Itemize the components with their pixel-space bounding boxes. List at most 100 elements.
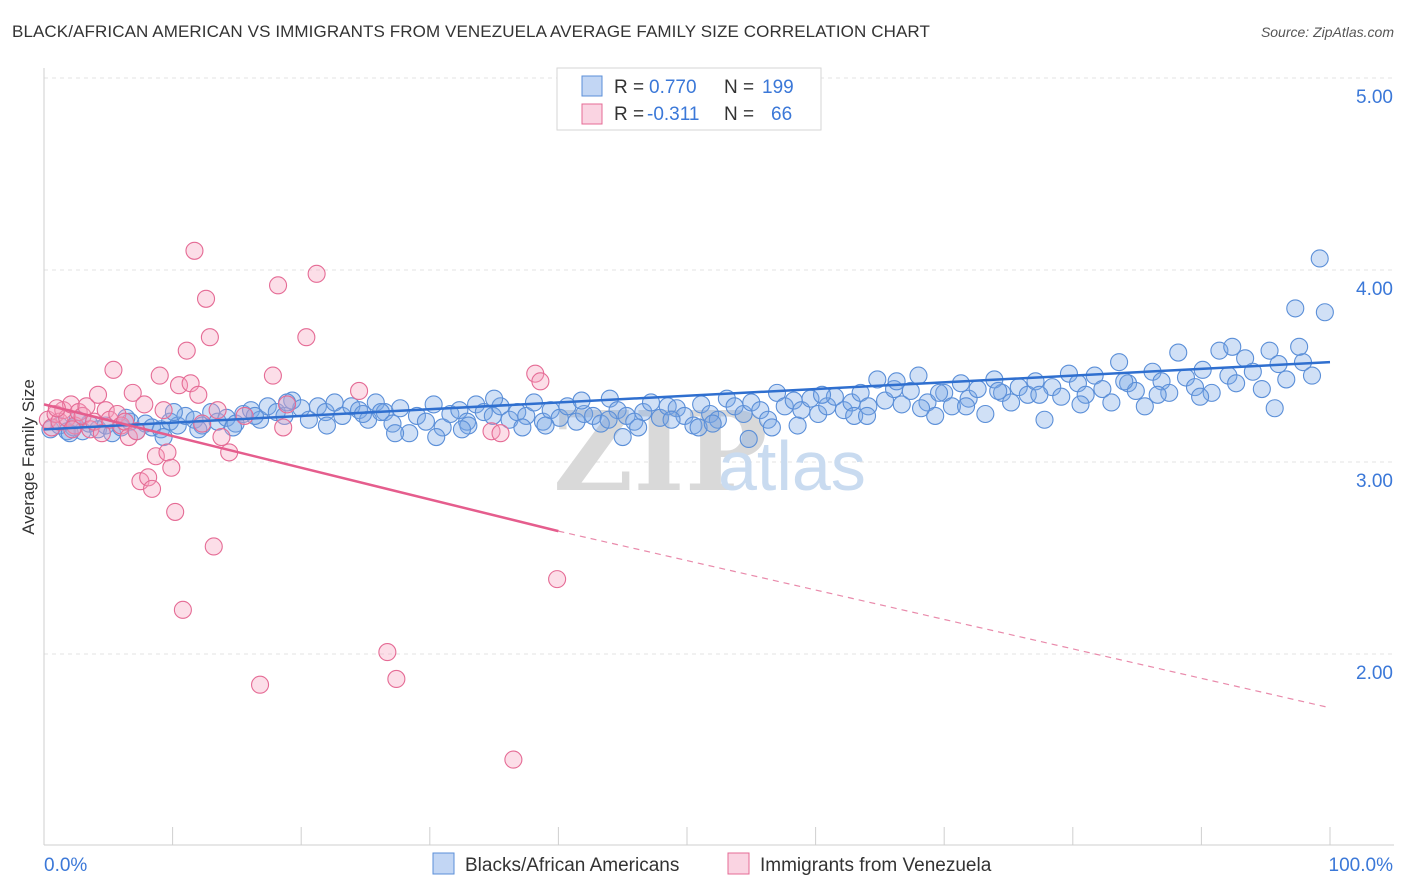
data-point-blacks	[325, 393, 344, 412]
data-point-blacks	[1002, 393, 1021, 412]
y-tick-label: 3.00	[1356, 471, 1393, 492]
trend-line-venezuela-extension	[558, 530, 1331, 709]
data-point-venezuela	[123, 383, 142, 402]
data-point-venezuela	[548, 570, 567, 589]
data-point-blacks	[901, 381, 920, 401]
series-blacks-points	[41, 249, 1334, 449]
data-point-blacks	[1148, 385, 1167, 404]
data-point-blacks	[1302, 366, 1322, 385]
bottom-legend: Blacks/African Americans Immigrants from…	[432, 852, 992, 876]
data-point-blacks	[689, 418, 708, 437]
data-point-venezuela	[235, 406, 254, 425]
data-point-blacks	[1277, 370, 1296, 389]
legend-r-value: -0.311	[647, 104, 699, 125]
data-point-venezuela	[378, 643, 397, 662]
data-point-blacks	[245, 406, 264, 425]
data-point-blacks	[386, 424, 405, 443]
data-point-blacks	[762, 418, 781, 437]
data-point-blacks	[584, 406, 603, 425]
data-point-blacks	[1059, 364, 1078, 383]
data-point-blacks	[433, 418, 452, 437]
y-axis-label: Average Family Size	[19, 379, 38, 535]
data-point-venezuela	[193, 414, 212, 433]
data-point-blacks	[1071, 395, 1090, 414]
axes	[43, 68, 1394, 846]
data-point-blacks	[485, 389, 504, 408]
data-point-venezuela	[208, 401, 227, 420]
watermark-atlas: atlas	[718, 427, 866, 505]
data-point-blacks	[968, 379, 987, 399]
data-point-blacks	[868, 370, 887, 389]
data-point-venezuela	[142, 479, 162, 498]
data-point-venezuela	[173, 600, 192, 619]
data-point-venezuela	[350, 381, 369, 401]
data-point-venezuela	[169, 376, 189, 395]
gridlines	[44, 77, 1394, 655]
y-tick-label: 4.00	[1356, 279, 1393, 300]
x-tick-labels: 0.0% 100.0%	[44, 855, 1393, 876]
data-point-venezuela	[250, 675, 270, 694]
data-point-venezuela	[146, 447, 165, 466]
data-point-venezuela	[88, 385, 108, 404]
x-tick-label: 100.0%	[1329, 855, 1394, 876]
data-point-blacks	[1035, 410, 1054, 429]
data-point-blacks	[842, 393, 861, 412]
legend-n-value: 199	[762, 77, 794, 98]
trend-line-venezuela	[43, 403, 559, 533]
data-point-blacks	[767, 383, 787, 402]
data-point-blacks	[608, 401, 627, 420]
data-point-blacks	[1126, 381, 1145, 401]
legend-n-value: 66	[771, 104, 792, 125]
data-point-blacks	[1169, 343, 1188, 362]
data-point-blacks	[775, 397, 794, 416]
data-point-blacks	[892, 395, 911, 414]
legend-box	[556, 67, 822, 131]
top-legend: R = 0.770 N = 199 R = -0.311 N = 66	[556, 67, 822, 131]
legend-r-label: R =	[614, 104, 644, 125]
data-point-blacks	[845, 406, 864, 425]
data-point-blacks	[1093, 379, 1112, 399]
bottom-legend-label: Blacks/African Americans	[465, 855, 679, 876]
data-point-blacks	[851, 383, 870, 402]
data-point-venezuela	[189, 385, 208, 404]
data-point-venezuela	[297, 328, 316, 347]
data-point-venezuela	[482, 422, 501, 441]
data-point-venezuela	[150, 366, 169, 385]
data-point-venezuela	[139, 468, 158, 487]
data-point-blacks	[391, 399, 410, 418]
data-point-venezuela	[104, 360, 123, 379]
data-point-venezuela	[387, 669, 406, 689]
data-point-blacks	[957, 397, 976, 416]
data-point-blacks	[942, 397, 961, 416]
data-point-blacks	[1252, 379, 1271, 399]
data-point-venezuela	[204, 537, 223, 556]
data-point-blacks	[452, 420, 472, 439]
data-point-blacks	[976, 404, 995, 424]
data-point-venezuela	[166, 502, 185, 521]
data-point-blacks	[812, 385, 832, 404]
data-point-venezuela	[162, 458, 181, 477]
data-point-blacks	[1030, 385, 1049, 404]
data-point-venezuela	[158, 443, 177, 462]
data-point-blacks	[1102, 393, 1121, 412]
data-point-blacks	[416, 412, 435, 431]
legend-swatch-pink	[581, 103, 603, 125]
data-point-venezuela	[212, 427, 231, 447]
trend-lines	[43, 360, 1331, 709]
data-point-blacks	[751, 401, 770, 420]
series-venezuela-points	[38, 241, 567, 769]
data-point-venezuela	[269, 276, 288, 295]
data-point-blacks	[834, 401, 853, 420]
legend-n-label: N =	[724, 104, 754, 125]
data-point-blacks	[1185, 378, 1205, 397]
y-tick-label: 2.00	[1356, 663, 1393, 684]
data-point-blacks	[739, 429, 758, 449]
data-point-blacks	[1160, 383, 1179, 402]
data-point-blacks	[1290, 337, 1309, 356]
data-point-blacks	[317, 416, 336, 435]
data-point-blacks	[1052, 387, 1071, 406]
data-point-blacks	[1191, 387, 1210, 406]
data-point-blacks	[467, 395, 486, 414]
data-point-blacks	[989, 381, 1008, 401]
